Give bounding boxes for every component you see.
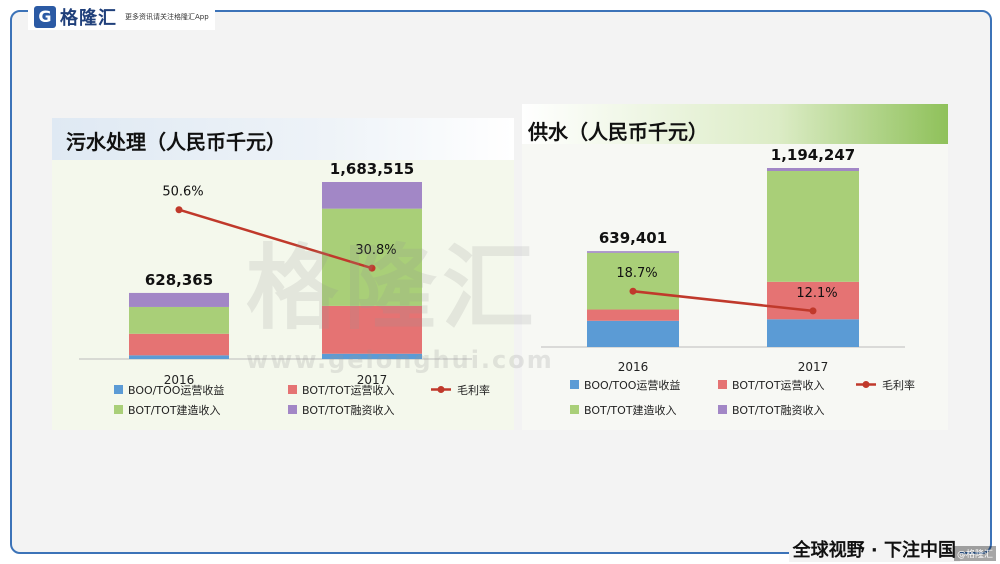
bar-boo-2017 bbox=[767, 319, 859, 347]
category-label-2017: 2017 bbox=[357, 373, 388, 387]
margin-line bbox=[632, 289, 814, 313]
watermark-url: www.gelonghui.com bbox=[246, 346, 554, 374]
logo-mark: G bbox=[34, 6, 56, 28]
margin-line bbox=[178, 208, 373, 270]
legend-label-bot_op: BOT/TOT运营收入 bbox=[302, 383, 395, 397]
total-label-2017: 1,194,247 bbox=[771, 146, 855, 164]
legend-swatch-bot_build bbox=[570, 405, 579, 414]
category-label-2016: 2016 bbox=[164, 373, 195, 387]
margin-label-2017: 12.1% bbox=[796, 286, 837, 301]
legend-label-bot_fin: BOT/TOT融资收入 bbox=[302, 403, 395, 417]
legend-swatch-bot_fin bbox=[288, 405, 297, 414]
legend-swatch-boo bbox=[570, 380, 579, 389]
margin-point-2016 bbox=[629, 287, 637, 295]
wastewater-header bbox=[52, 118, 514, 160]
total-label-2016: 639,401 bbox=[599, 229, 667, 247]
legend-label-boo: BOO/TOO运营收益 bbox=[128, 383, 224, 397]
brand-logo: G 格隆汇 更多资讯请关注格隆汇App bbox=[28, 4, 215, 30]
water-supply-panel: 供水（人民币千元） 639,401 2016 1,194,247 2017 18.7% 1… bbox=[522, 104, 948, 430]
category-label-2016: 2016 bbox=[618, 360, 649, 374]
legend-label-bot_build: BOT/TOT建造收入 bbox=[128, 403, 221, 417]
logo-name: 格隆汇 bbox=[60, 8, 117, 29]
margin-point-2017 bbox=[809, 307, 817, 315]
margin-point-2016 bbox=[175, 206, 183, 214]
footer-slogan: 全球视野 · 下注中国 bbox=[788, 536, 960, 562]
legend-label-margin: 毛利率 bbox=[457, 383, 490, 397]
bar-bot_op-2016 bbox=[587, 309, 679, 321]
legend-label-bot_op: BOT/TOT运营收入 bbox=[732, 378, 825, 392]
bar-bot_build-2017 bbox=[767, 170, 859, 282]
water-supply-header bbox=[522, 104, 948, 144]
bar-bot_build-2016 bbox=[129, 306, 229, 334]
bar-bot_fin-2016 bbox=[129, 292, 229, 307]
bar-bot_fin-2016 bbox=[587, 251, 679, 253]
legend-swatch-margin-dot bbox=[862, 381, 870, 388]
logo-slogan: 更多资讯请关注格隆汇App bbox=[125, 13, 209, 21]
margin-label-2016: 50.6% bbox=[162, 185, 203, 200]
legend-swatch-boo bbox=[114, 385, 123, 394]
bar-bot_fin-2017 bbox=[767, 168, 859, 171]
watermark-text: 格隆汇 bbox=[246, 235, 541, 342]
bar-bot_op-2017 bbox=[322, 305, 422, 354]
water-supply-title: 供水（人民币千元） bbox=[528, 120, 708, 144]
legend-label-bot_fin: BOT/TOT融资收入 bbox=[732, 403, 825, 417]
legend-label-bot_build: BOT/TOT建造收入 bbox=[584, 403, 677, 417]
legend-swatch-bot_fin bbox=[718, 405, 727, 414]
legend-swatch-bot_op bbox=[288, 385, 297, 394]
bar-boo-2016 bbox=[129, 355, 229, 359]
wastewater-title: 污水处理（人民币千元） bbox=[66, 130, 286, 154]
margin-point-2017 bbox=[368, 264, 376, 272]
margin-label-2016: 18.7% bbox=[616, 266, 657, 281]
category-label-2017: 2017 bbox=[798, 360, 829, 374]
margin-label-2017: 30.8% bbox=[355, 243, 396, 258]
bar-bot_op-2016 bbox=[129, 333, 229, 356]
wastewater-panel: 污水处理（人民币千元） 628,365 2016 1,683,515 2017 50.6… bbox=[52, 118, 514, 430]
wastewater-chart: 628,365 2016 1,683,515 2017 50.6% 30.8% BOO/TO… bbox=[79, 160, 490, 417]
bar-bot_build-2016 bbox=[587, 252, 679, 310]
total-label-2016: 628,365 bbox=[145, 271, 213, 289]
legend-swatch-margin-dot bbox=[437, 386, 445, 393]
water-supply-chart: 639,401 2016 1,194,247 2017 18.7% 12.1% BOO/TO… bbox=[541, 146, 915, 417]
bar-boo-2017 bbox=[322, 353, 422, 359]
legend-label-boo: BOO/TOO运营收益 bbox=[584, 378, 680, 392]
total-label-2017: 1,683,515 bbox=[330, 160, 414, 178]
bar-boo-2016 bbox=[587, 320, 679, 347]
bar-bot_fin-2017 bbox=[322, 182, 422, 209]
legend-label-margin: 毛利率 bbox=[882, 378, 915, 392]
footer-tag: @格隆汇 bbox=[953, 546, 996, 561]
legend-swatch-bot_op bbox=[718, 380, 727, 389]
legend-swatch-bot_build bbox=[114, 405, 123, 414]
